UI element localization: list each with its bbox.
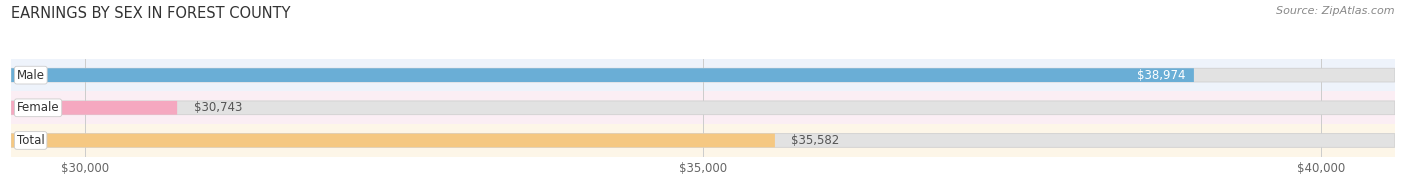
- Text: Male: Male: [17, 69, 45, 82]
- FancyBboxPatch shape: [11, 134, 1395, 147]
- FancyBboxPatch shape: [11, 68, 1194, 82]
- FancyBboxPatch shape: [11, 101, 1395, 115]
- Bar: [11, 92, 1395, 124]
- Text: $30,743: $30,743: [194, 101, 242, 114]
- FancyBboxPatch shape: [11, 101, 177, 115]
- Text: EARNINGS BY SEX IN FOREST COUNTY: EARNINGS BY SEX IN FOREST COUNTY: [11, 6, 291, 21]
- Bar: [11, 59, 1395, 92]
- Text: $38,974: $38,974: [1137, 69, 1185, 82]
- Bar: [11, 124, 1395, 157]
- FancyBboxPatch shape: [11, 134, 775, 147]
- Text: Total: Total: [17, 134, 45, 147]
- Text: $35,582: $35,582: [792, 134, 839, 147]
- Text: Source: ZipAtlas.com: Source: ZipAtlas.com: [1277, 6, 1395, 16]
- Text: Female: Female: [17, 101, 59, 114]
- FancyBboxPatch shape: [11, 68, 1395, 82]
